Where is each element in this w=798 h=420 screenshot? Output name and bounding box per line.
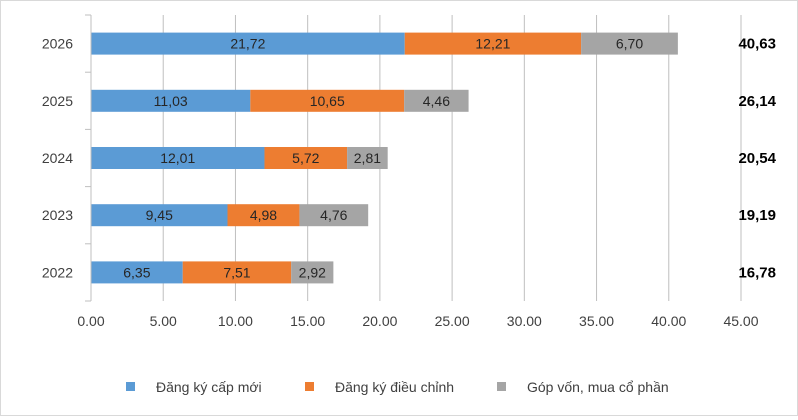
legend-label: Đăng ký điều chỉnh [335, 379, 454, 395]
total-value-label: 16,78 [738, 264, 776, 281]
bar-value-label: 12,01 [160, 150, 195, 166]
x-tick-label: 45.00 [723, 313, 758, 329]
total-labels: 40,63 26,14 20,54 19,19 16,78 [738, 36, 776, 282]
bar-segment [91, 32, 405, 55]
bar-value-label: 5,72 [292, 150, 319, 166]
x-tick-label: 5.00 [150, 313, 177, 329]
bar-value-label: 6,35 [123, 264, 150, 280]
grid-lines [162, 15, 742, 301]
bar-segment [264, 147, 348, 169]
x-tick-label: 25.00 [435, 313, 470, 329]
bar-segment [227, 204, 300, 227]
axes: 0.00 5.00 10.00 15.00 20.00 25.00 30.00 35.00 40… [42, 14, 759, 329]
y-category-label: 2023 [42, 207, 73, 223]
legend: Đăng ký cấp mới Đăng ký điều chỉnh Góp vốn… [126, 379, 669, 395]
legend-label: Góp vốn, mua cổ phần [527, 379, 669, 395]
bar-segment [91, 204, 228, 227]
bar-segment [250, 89, 405, 112]
x-tick-label: 35.00 [579, 313, 614, 329]
bar-segment [91, 261, 183, 284]
bar-value-label: 11,03 [154, 93, 188, 109]
x-tick-label: 15.00 [290, 313, 325, 329]
total-value-label: 26,14 [738, 93, 776, 110]
x-tick-label: 30.00 [507, 313, 542, 329]
legend-swatch [126, 382, 135, 391]
bar-value-label: 12,21 [475, 36, 510, 52]
total-value-label: 40,63 [738, 36, 776, 53]
bar-segment [91, 89, 251, 112]
bar-value-label: 4,98 [250, 207, 277, 223]
total-value-label: 19,19 [738, 207, 776, 224]
x-tick-label: 10.00 [218, 313, 253, 329]
y-category-label: 2025 [42, 93, 73, 109]
bar-value-label: 6,70 [616, 36, 643, 52]
x-tick-label: 40.00 [651, 313, 686, 329]
x-tick-label: 20.00 [362, 313, 397, 329]
bar-value-label: 4,76 [320, 207, 347, 223]
bar-segment [581, 32, 678, 55]
bar-segment [182, 261, 292, 284]
bar-value-label: 4,46 [423, 93, 450, 109]
y-category-label: 2024 [42, 150, 73, 166]
bar-segment [404, 89, 469, 112]
y-category-label: 2026 [42, 36, 73, 52]
bar-segment [347, 147, 388, 169]
legend-swatch [305, 382, 314, 391]
bar-value-label: 2,92 [299, 264, 326, 280]
legend-label: Đăng ký cấp mới [156, 379, 262, 395]
bar-segment [404, 32, 582, 55]
y-category-label: 2022 [42, 264, 73, 280]
legend-swatch [497, 382, 506, 391]
total-value-label: 20,54 [738, 150, 776, 167]
bars: 21,72 12,21 6,70 11,03 10,65 4,46 12,01 5,72 2,8… [91, 32, 678, 284]
bar-segment [91, 147, 265, 169]
bar-segment [299, 204, 369, 227]
x-tick-label: 0.00 [77, 313, 104, 329]
bar-segment [291, 261, 334, 284]
bar-value-label: 10,65 [310, 93, 345, 109]
bar-value-label: 9,45 [146, 207, 173, 223]
bar-value-label: 7,51 [223, 264, 250, 280]
bar-value-label: 21,72 [230, 36, 265, 52]
bar-value-label: 2,81 [354, 150, 381, 166]
